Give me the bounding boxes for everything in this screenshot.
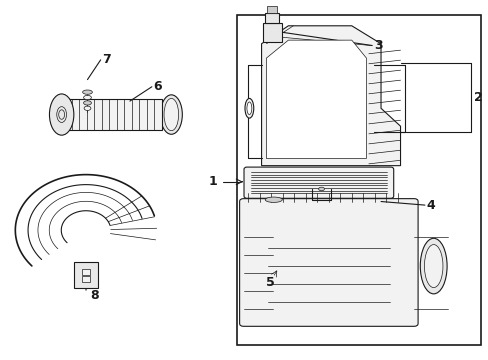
Ellipse shape [160, 95, 182, 134]
Ellipse shape [246, 102, 251, 114]
Bar [64, 99, 161, 130]
Text: 4: 4 [426, 199, 434, 212]
Ellipse shape [318, 187, 324, 191]
Text: 7: 7 [102, 53, 111, 66]
Ellipse shape [419, 238, 446, 294]
Ellipse shape [83, 101, 91, 105]
Polygon shape [261, 26, 400, 166]
Ellipse shape [49, 94, 74, 135]
Ellipse shape [82, 90, 92, 94]
Ellipse shape [424, 244, 442, 288]
Bar [266, 6, 276, 13]
Bar [82, 269, 90, 275]
Ellipse shape [83, 95, 91, 100]
Text: 3: 3 [373, 39, 382, 52]
Bar [82, 276, 90, 282]
Polygon shape [266, 40, 366, 158]
Ellipse shape [84, 106, 91, 111]
FancyBboxPatch shape [244, 167, 393, 198]
Ellipse shape [264, 197, 282, 202]
FancyBboxPatch shape [239, 199, 417, 326]
Text: 6: 6 [153, 80, 162, 93]
Text: 1: 1 [208, 175, 217, 188]
Text: 2: 2 [473, 91, 482, 104]
Text: 8: 8 [90, 289, 99, 302]
Ellipse shape [244, 98, 253, 118]
Bar [237, 15, 480, 345]
Bar [264, 13, 278, 23]
Ellipse shape [163, 98, 178, 131]
Text: 5: 5 [266, 276, 275, 289]
Bar [263, 23, 281, 42]
Polygon shape [74, 262, 98, 288]
